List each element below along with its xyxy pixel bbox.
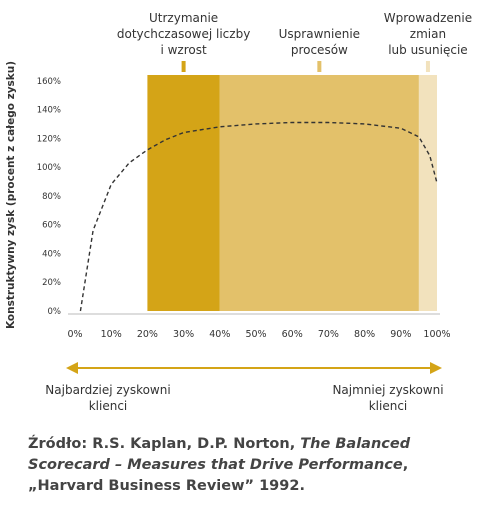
x-tick-label: 70% (318, 329, 339, 340)
band-marker (425, 61, 430, 72)
band (147, 75, 220, 311)
band-label: i wzrost (160, 43, 207, 57)
arrow-head (430, 362, 442, 374)
band (418, 75, 437, 311)
x-tick-label: 30% (173, 329, 194, 340)
arrow-label: Najmniej zyskowni (332, 383, 443, 397)
band-label: procesów (291, 43, 348, 57)
y-axis-label: Konstruktywny zysk (procent z całego zys… (5, 61, 17, 329)
band (219, 75, 419, 311)
x-tick-label: 50% (245, 329, 266, 340)
y-tick-label: 80% (42, 192, 61, 202)
x-tick-label: 20% (137, 329, 158, 340)
source-title: The Balanced Scorecard – Measures that D… (28, 436, 411, 473)
y-tick-label: 160% (37, 77, 61, 87)
chart: Konstruktywny zysk (procent z całego zys… (5, 11, 472, 413)
x-tick-label: 40% (209, 329, 230, 340)
x-tick-label: 60% (282, 329, 303, 340)
x-tick-label: 0% (67, 329, 82, 340)
arrow-label: Najbardziej zyskowni (45, 383, 170, 397)
band-label: zmian (410, 27, 446, 41)
band-label: Utrzymanie (149, 11, 218, 25)
source-text: , „Harvard Business Review” 1992. (28, 457, 409, 494)
source: Źródło: R.S. Kaplan, D.P. Norton, The Ba… (28, 434, 468, 497)
arrow-label: klienci (369, 399, 408, 413)
band-label: Wprowadzenie (384, 11, 472, 25)
x-tick-label: 10% (101, 329, 122, 340)
y-tick-label: 120% (37, 134, 61, 144)
y-tick-label: 40% (42, 249, 61, 259)
y-tick-label: 140% (37, 106, 61, 116)
y-tick-label: 20% (42, 278, 61, 288)
band-marker (317, 61, 322, 72)
y-tick-label: 100% (37, 163, 61, 173)
arrow-label: klienci (89, 399, 128, 413)
x-tick-label: 80% (354, 329, 375, 340)
x-tick-label: 100% (423, 329, 450, 340)
band-label: lub usunięcie (388, 43, 467, 57)
profit-curve (79, 121, 438, 312)
y-tick-label: 0% (48, 307, 62, 317)
arrow-head (66, 362, 78, 374)
x-tick-label: 90% (390, 329, 411, 340)
band-label: dotychczasowej liczby (117, 27, 250, 41)
source-text: Źródło: R.S. Kaplan, D.P. Norton, (28, 436, 301, 452)
band-marker (181, 61, 186, 72)
y-tick-label: 60% (42, 221, 61, 231)
band-label: Usprawnienie (279, 27, 360, 41)
